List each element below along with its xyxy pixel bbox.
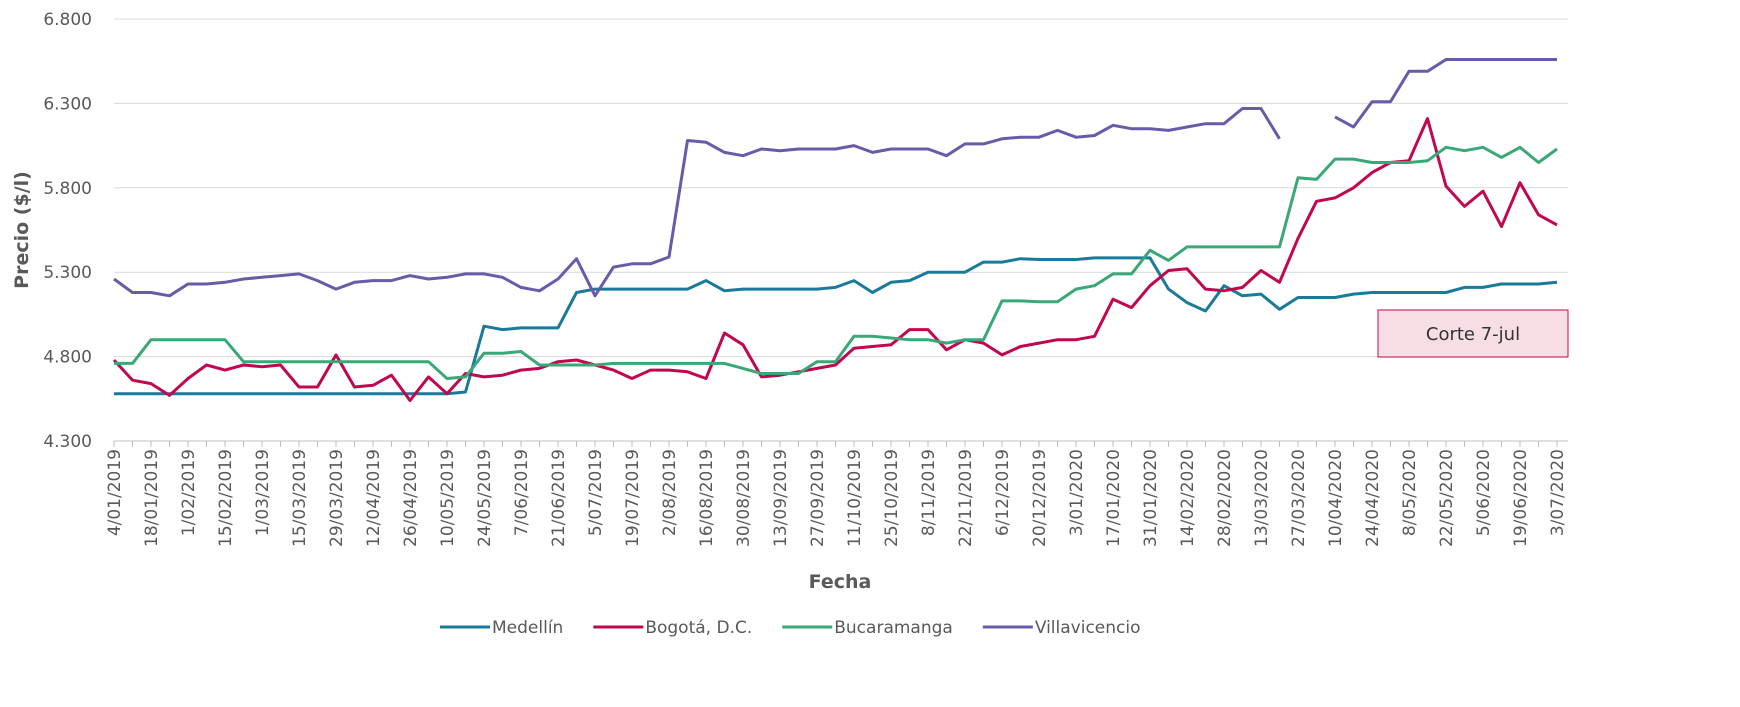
x-tick-label: 10/05/2019 [438,449,458,547]
y-tick-label: 5.800 [43,179,92,199]
x-tick-label: 25/10/2019 [882,449,902,547]
x-tick-label: 8/05/2020 [1400,449,1420,536]
x-tick-label: 13/09/2019 [771,449,791,547]
x-tick-label: 5/06/2020 [1474,449,1494,536]
x-tick-label: 22/05/2020 [1437,449,1457,547]
y-axis-title: Precio ($/l) [11,171,33,289]
x-tick-label: 27/09/2019 [808,449,828,547]
x-tick-label: 27/03/2020 [1289,449,1309,547]
x-tick-label: 14/02/2020 [1178,449,1198,547]
x-tick-label: 11/10/2019 [845,449,865,547]
x-tick-label: 24/05/2019 [475,449,495,547]
x-tick-label: 19/07/2019 [623,449,643,547]
x-tick-label: 5/07/2019 [586,449,606,536]
x-axis-title: Fecha [809,571,872,593]
x-tick-label: 8/11/2019 [919,449,939,536]
x-tick-label: 15/03/2019 [290,449,310,547]
x-tick-label: 22/11/2019 [956,449,976,547]
x-tick-label: 3/07/2020 [1548,449,1568,536]
x-tick-label: 24/04/2020 [1363,449,1383,547]
series-line [113,58,1557,298]
x-tick-label: 2/08/2019 [660,449,680,536]
x-tick-label: 7/06/2019 [512,449,532,536]
legend-label: Bucaramanga [834,618,953,638]
x-tick-label: 20/12/2019 [1030,449,1050,547]
legend-label: Bogotá, D.C. [645,618,752,638]
x-tick-label: 18/01/2019 [142,449,162,547]
x-tick-label: 13/03/2020 [1252,449,1272,547]
x-tick-label: 16/08/2019 [697,449,717,547]
legend-label: Medellín [492,618,563,638]
x-tick-label: 10/04/2020 [1326,449,1346,547]
x-tick-label: 3/01/2020 [1067,449,1087,536]
x-tick-label: 28/02/2020 [1215,449,1235,547]
x-tick-label: 21/06/2019 [549,449,569,547]
annotation-box [1377,309,1569,358]
x-tick-label: 15/02/2019 [216,449,236,547]
x-tick-label: 12/04/2019 [364,449,384,547]
series-line [114,256,1558,396]
y-tick-label: 5.300 [43,263,92,283]
x-tick-label: 30/08/2019 [734,449,754,547]
y-tick-label: 6.300 [43,94,92,114]
x-tick-label: 4/01/2019 [105,449,125,536]
x-tick-label: 1/03/2019 [253,449,273,536]
series-line [114,145,1558,380]
x-tick-label: 29/03/2019 [327,449,347,547]
annotation: Corte 7-jul [1426,324,1520,345]
y-tick-label: 4.300 [43,432,92,452]
x-tick-label: 6/12/2019 [993,449,1013,536]
x-tick-label: 26/04/2019 [401,449,421,547]
x-tick-label: 19/06/2020 [1511,449,1531,547]
y-tick-label: 6.800 [43,10,92,30]
x-tick-label: 1/02/2019 [179,449,199,536]
x-tick-label: 17/01/2020 [1104,449,1124,547]
series-line [112,117,1558,402]
legend-label: Villavicencio [1035,618,1141,638]
x-tick-label: 31/01/2020 [1141,449,1161,547]
y-tick-label: 4.800 [43,348,92,368]
